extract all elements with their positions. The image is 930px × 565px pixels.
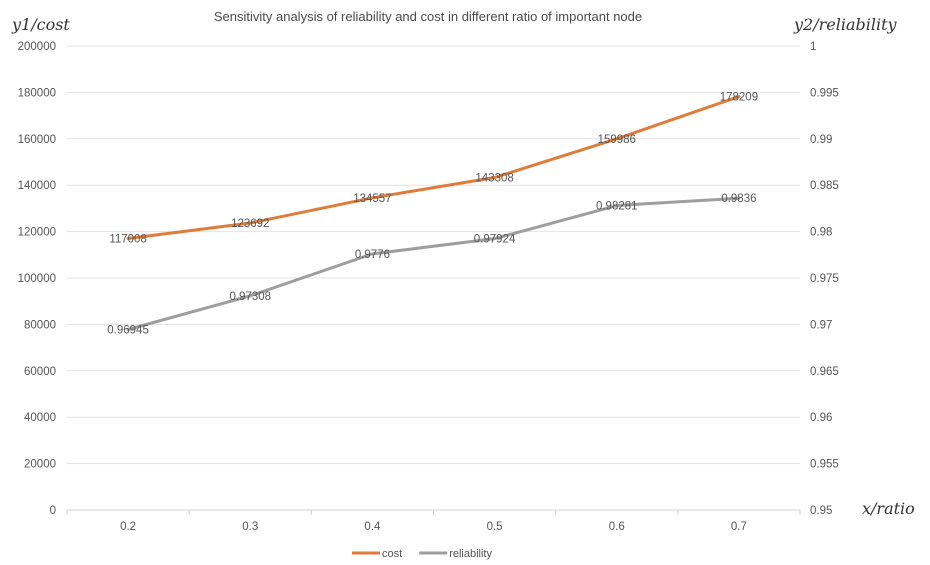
data-label-reliability: 0.96945 bbox=[107, 325, 149, 337]
x-tick-label: 0.5 bbox=[487, 521, 503, 533]
y1-axis-title: y1/cost bbox=[11, 15, 70, 34]
y1-tick-label: 180000 bbox=[18, 87, 56, 99]
x-tick-label: 0.6 bbox=[609, 521, 625, 533]
x-tick-label: 0.4 bbox=[364, 521, 381, 533]
data-label-cost: 159986 bbox=[598, 134, 636, 146]
y1-tick-label: 40000 bbox=[24, 412, 56, 424]
data-label-cost: 178209 bbox=[720, 92, 758, 104]
gridlines bbox=[67, 45, 800, 465]
y2-tick-label: 0.95 bbox=[810, 505, 832, 517]
y2-tick-label: 1 bbox=[810, 41, 816, 53]
y1-tick-label: 0 bbox=[50, 505, 56, 517]
data-label-reliability: 0.98281 bbox=[596, 201, 638, 213]
y2-tick-label: 0.995 bbox=[810, 87, 839, 99]
y2-tick-label: 0.97 bbox=[810, 319, 832, 331]
legend-label-cost: cost bbox=[382, 548, 402, 560]
y1-tick-label: 120000 bbox=[18, 227, 56, 239]
data-label-reliability: 0.9776 bbox=[355, 249, 390, 261]
data-label-cost: 134557 bbox=[353, 193, 391, 205]
y2-tick-label: 0.975 bbox=[810, 273, 839, 285]
y2-tick-label: 0.965 bbox=[810, 366, 839, 378]
legend: cost reliability bbox=[352, 548, 492, 560]
y2-tick-label: 0.98 bbox=[810, 227, 832, 239]
data-label-reliability: 0.9836 bbox=[721, 193, 756, 205]
data-label-reliability: 0.97308 bbox=[229, 291, 271, 303]
y2-tick-label: 0.955 bbox=[810, 459, 839, 471]
data-label-cost: 117008 bbox=[109, 234, 147, 246]
y2-tick-label: 0.99 bbox=[810, 134, 832, 146]
data-label-reliability: 0.97924 bbox=[474, 234, 516, 246]
x-axis-title: x/ratio bbox=[862, 499, 915, 518]
y1-tick-label: 20000 bbox=[24, 459, 56, 471]
series-line-reliability bbox=[126, 196, 741, 332]
y1-tick-label: 80000 bbox=[24, 319, 56, 331]
x-tick-label: 0.7 bbox=[731, 521, 747, 533]
series-lines bbox=[126, 95, 741, 332]
x-tick-label: 0.2 bbox=[120, 521, 136, 533]
y1-tick-label: 100000 bbox=[18, 273, 56, 285]
y1-tick-label: 200000 bbox=[18, 41, 56, 53]
series-line-cost bbox=[126, 95, 741, 241]
y1-tick-label: 140000 bbox=[18, 180, 56, 192]
x-tick-label: 0.3 bbox=[242, 521, 258, 533]
axes: 0 0.95 20000 0.955 40000 0.96 60000 0.965 80000 0… bbox=[18, 41, 839, 533]
legend-label-reliability: reliability bbox=[449, 548, 492, 560]
y1-tick-label: 60000 bbox=[24, 366, 56, 378]
y1-tick-label: 160000 bbox=[18, 134, 56, 146]
y2-axis-title: y2/reliability bbox=[793, 15, 898, 34]
data-label-cost: 123692 bbox=[231, 218, 269, 230]
chart-title: Sensitivity analysis of reliability and … bbox=[214, 9, 642, 24]
data-labels: 117008 123692 134557 143308 159986 178209 0.96… bbox=[107, 92, 758, 337]
y2-tick-label: 0.985 bbox=[810, 180, 839, 192]
data-label-cost: 143308 bbox=[475, 173, 513, 185]
y2-tick-label: 0.96 bbox=[810, 412, 832, 424]
